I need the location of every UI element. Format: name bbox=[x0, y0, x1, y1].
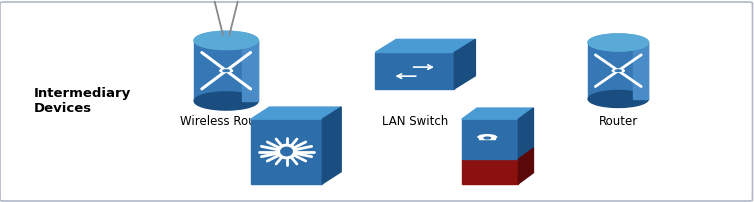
Bar bbox=[250, 119, 322, 184]
Ellipse shape bbox=[588, 34, 648, 51]
Text: Intermediary
Devices: Intermediary Devices bbox=[34, 87, 131, 115]
Ellipse shape bbox=[277, 144, 296, 159]
Text: Router: Router bbox=[599, 115, 638, 128]
Bar bbox=[375, 53, 454, 89]
Bar bbox=[195, 40, 258, 101]
Bar bbox=[633, 42, 648, 99]
Ellipse shape bbox=[588, 34, 648, 51]
Circle shape bbox=[223, 70, 229, 72]
Polygon shape bbox=[461, 108, 534, 119]
Ellipse shape bbox=[588, 90, 648, 107]
Bar bbox=[479, 136, 495, 139]
Polygon shape bbox=[519, 148, 534, 184]
Circle shape bbox=[484, 137, 490, 139]
Ellipse shape bbox=[194, 31, 258, 49]
Bar bbox=[461, 159, 519, 184]
Polygon shape bbox=[375, 39, 476, 53]
Bar bbox=[242, 40, 258, 101]
Ellipse shape bbox=[194, 31, 258, 49]
Polygon shape bbox=[250, 107, 341, 119]
Ellipse shape bbox=[194, 92, 258, 110]
Circle shape bbox=[220, 69, 232, 73]
Bar bbox=[461, 119, 519, 159]
Text: Wireless Router: Wireless Router bbox=[180, 115, 272, 128]
Text: LAN Switch: LAN Switch bbox=[382, 115, 448, 128]
Circle shape bbox=[612, 69, 624, 72]
Polygon shape bbox=[322, 107, 341, 184]
Polygon shape bbox=[454, 39, 476, 89]
Circle shape bbox=[615, 70, 621, 72]
Ellipse shape bbox=[280, 147, 293, 156]
Bar bbox=[588, 42, 648, 99]
Polygon shape bbox=[519, 108, 534, 159]
